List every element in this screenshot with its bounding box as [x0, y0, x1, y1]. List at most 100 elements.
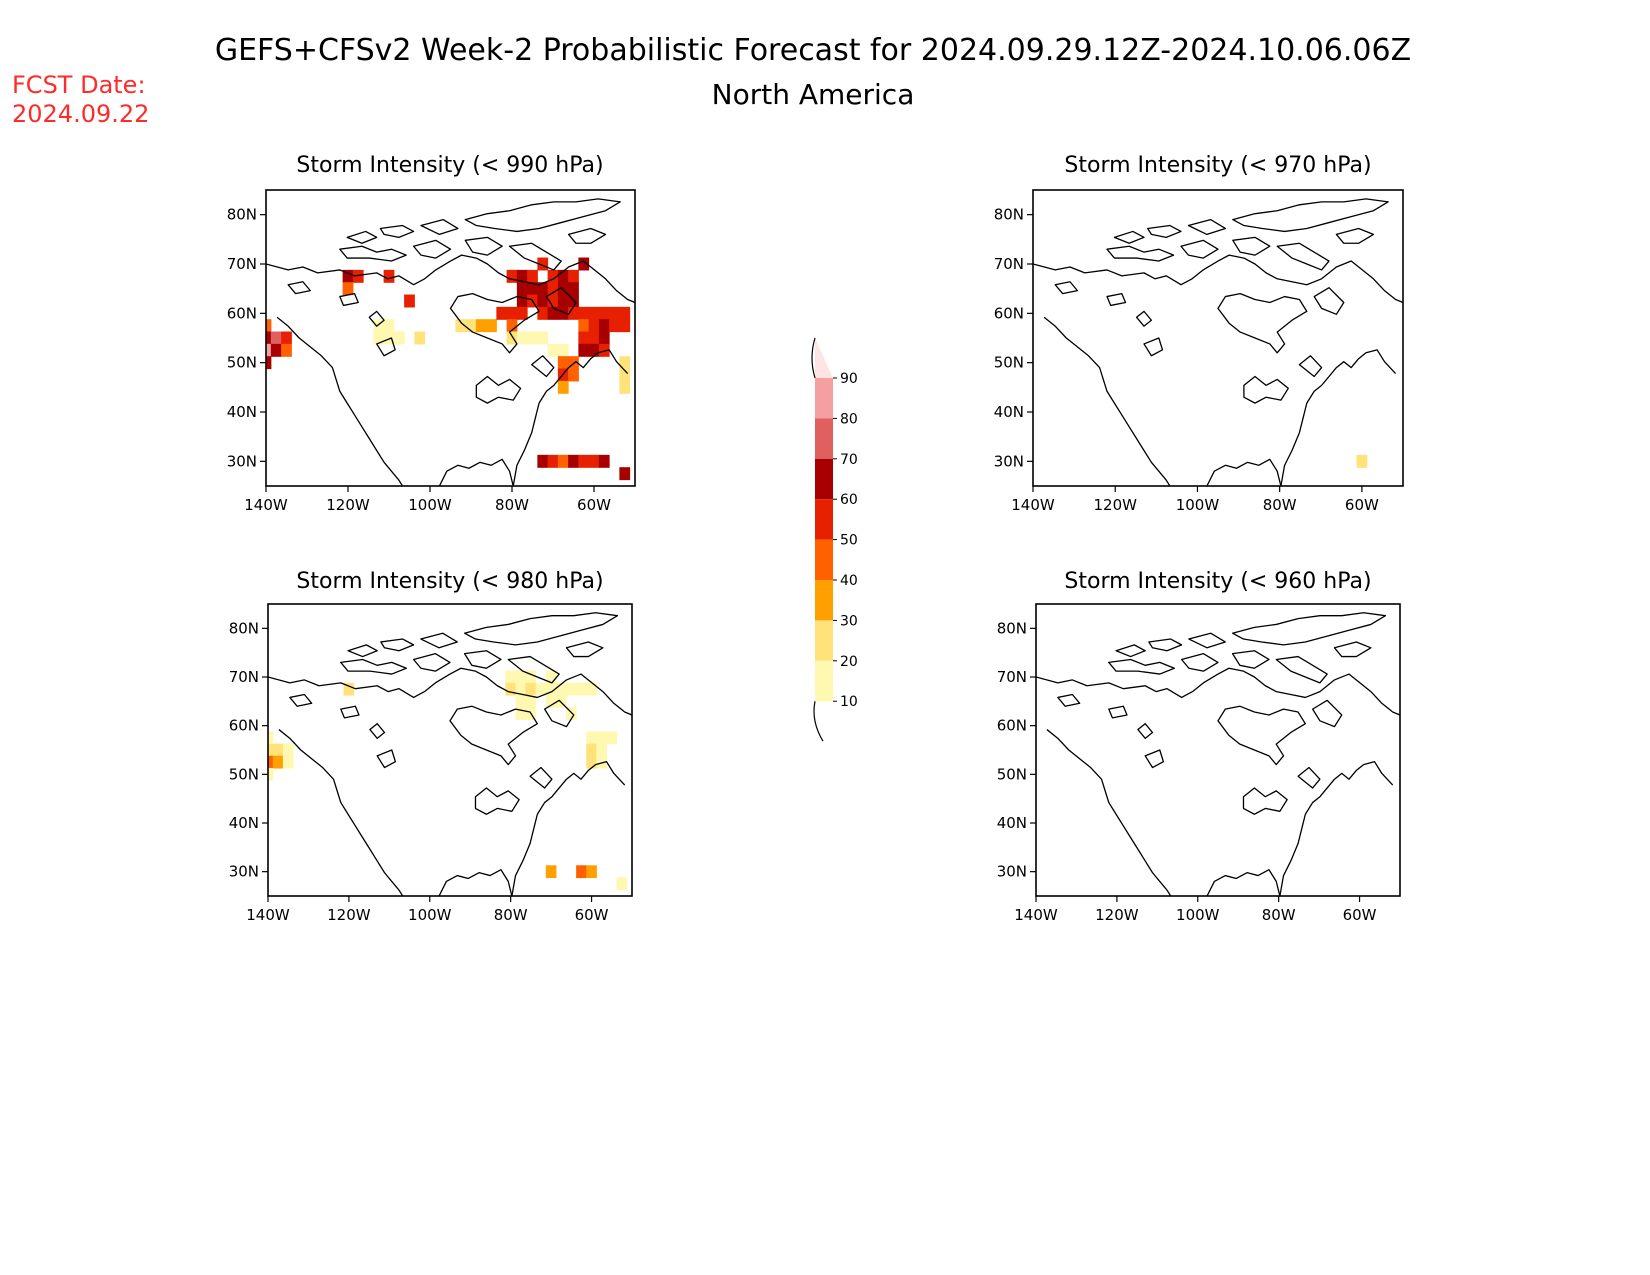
- lon-tick-label: 80W: [494, 906, 528, 924]
- lon-tick-label: 120W: [1095, 906, 1139, 924]
- probability-cell: [537, 454, 549, 468]
- probability-cell: [537, 282, 549, 296]
- colorbar-segment: [815, 499, 833, 540]
- map-frame: [267, 603, 633, 897]
- probability-cell: [545, 865, 557, 879]
- colorbar-outline: [813, 701, 824, 742]
- probability-cell: [505, 682, 516, 696]
- probability-cell: [619, 319, 631, 333]
- colorbar-tick-label: 90: [840, 371, 858, 387]
- lat-tick-label: 80N: [229, 619, 259, 637]
- probability-cell: [282, 743, 294, 757]
- panel-title: Storm Intensity (< 980 hPa): [296, 569, 603, 594]
- panel-980hpa: Storm Intensity (< 980 hPa) 140W 120W 100W…: [229, 569, 633, 924]
- probability-cell: [516, 306, 528, 320]
- lon-tick-label: 100W: [408, 906, 452, 924]
- lon-tick-label: 80W: [1262, 906, 1296, 924]
- probability-cell: [547, 454, 559, 468]
- probability-cell: [393, 331, 405, 345]
- probability-cell: [272, 755, 284, 769]
- figure-title: GEFS+CFSv2 Week-2 Probabilistic Forecast…: [215, 33, 1411, 68]
- colorbar-tick-label: 30: [840, 613, 858, 629]
- fcst-label: FCST Date:: [12, 71, 146, 99]
- colorbar-tick-label: 60: [840, 492, 858, 508]
- lat-tick-label: 30N: [997, 863, 1027, 881]
- colorbar-tick-label: 50: [840, 533, 858, 549]
- probability-cell: [547, 343, 559, 357]
- probability-cell: [616, 877, 628, 891]
- lat-tick-label: 50N: [997, 765, 1027, 783]
- map-frame: [265, 189, 636, 487]
- probability-cell: [268, 767, 274, 781]
- lon-tick-label: 120W: [1093, 496, 1137, 514]
- probability-cell: [568, 294, 579, 308]
- probability-cell: [270, 343, 282, 357]
- probability-cell: [266, 319, 272, 333]
- lon-tick-label: 80W: [495, 496, 529, 514]
- probability-cell: [282, 755, 294, 769]
- lat-tick-label: 80N: [994, 206, 1024, 224]
- map-area: [1036, 613, 1400, 896]
- lat-tick-label: 60N: [227, 304, 257, 322]
- probability-cell: [268, 743, 274, 757]
- probability-cell: [586, 682, 597, 696]
- lon-tick-label: 60W: [575, 906, 609, 924]
- colorbar-segment: [815, 539, 833, 580]
- probability-cell: [557, 294, 569, 308]
- probability-cell: [281, 331, 292, 345]
- map-frame: [1035, 603, 1401, 897]
- probability-cell: [383, 319, 395, 333]
- probability-cell: [586, 731, 597, 745]
- colorbar: 10 20 30 40 50 60 70 80 90: [811, 337, 858, 742]
- probability-cell: [557, 454, 569, 468]
- colorbar-segment: [815, 418, 833, 459]
- probability-cell: [568, 368, 579, 382]
- probability-cell: [465, 319, 477, 333]
- lon-tick-label: 140W: [246, 906, 290, 924]
- probability-cell: [475, 319, 487, 333]
- probability-cell: [525, 682, 537, 696]
- colorbar-outline: [811, 337, 816, 379]
- probability-cell: [373, 331, 385, 345]
- colorbar-segment: [815, 378, 833, 419]
- probability-cell: [516, 269, 528, 283]
- probability-cell: [578, 343, 590, 357]
- probability-cell: [525, 670, 537, 684]
- lat-tick-label: 80N: [227, 206, 257, 224]
- probability-cell: [342, 282, 354, 296]
- lon-tick-label: 120W: [326, 496, 370, 514]
- colorbar-segment: [815, 580, 833, 621]
- lat-tick-label: 40N: [227, 403, 257, 421]
- probability-cell: [555, 694, 567, 708]
- lat-tick-label: 60N: [994, 304, 1024, 322]
- probability-cell: [516, 294, 528, 308]
- probability-cell: [588, 319, 600, 333]
- probability-cell: [515, 670, 527, 684]
- probability-cell: [515, 682, 527, 696]
- probability-cell: [486, 319, 497, 333]
- lat-tick-label: 60N: [229, 717, 259, 735]
- probability-cell: [619, 467, 631, 481]
- probability-cell: [506, 319, 518, 333]
- probability-cell: [576, 865, 587, 879]
- probability-cell: [545, 670, 557, 684]
- probability-cell: [555, 682, 567, 696]
- probability-cell: [598, 454, 610, 468]
- probability-cell: [455, 319, 467, 333]
- probability-cell: [537, 294, 549, 308]
- lat-tick-label: 50N: [994, 354, 1024, 372]
- probability-cell: [568, 306, 579, 320]
- probability-cell: [609, 319, 620, 333]
- probability-cell: [516, 331, 528, 345]
- probability-cell: [586, 755, 597, 769]
- probability-cell: [266, 331, 272, 345]
- probability-cell: [506, 306, 518, 320]
- probability-cell: [578, 319, 590, 333]
- panel-title: Storm Intensity (< 960 hPa): [1064, 569, 1371, 594]
- probability-cell: [609, 306, 620, 320]
- lat-tick-label: 40N: [994, 403, 1024, 421]
- probability-cell: [586, 743, 597, 757]
- probability-cell: [266, 356, 272, 370]
- colorbar-tick-label: 10: [840, 694, 858, 710]
